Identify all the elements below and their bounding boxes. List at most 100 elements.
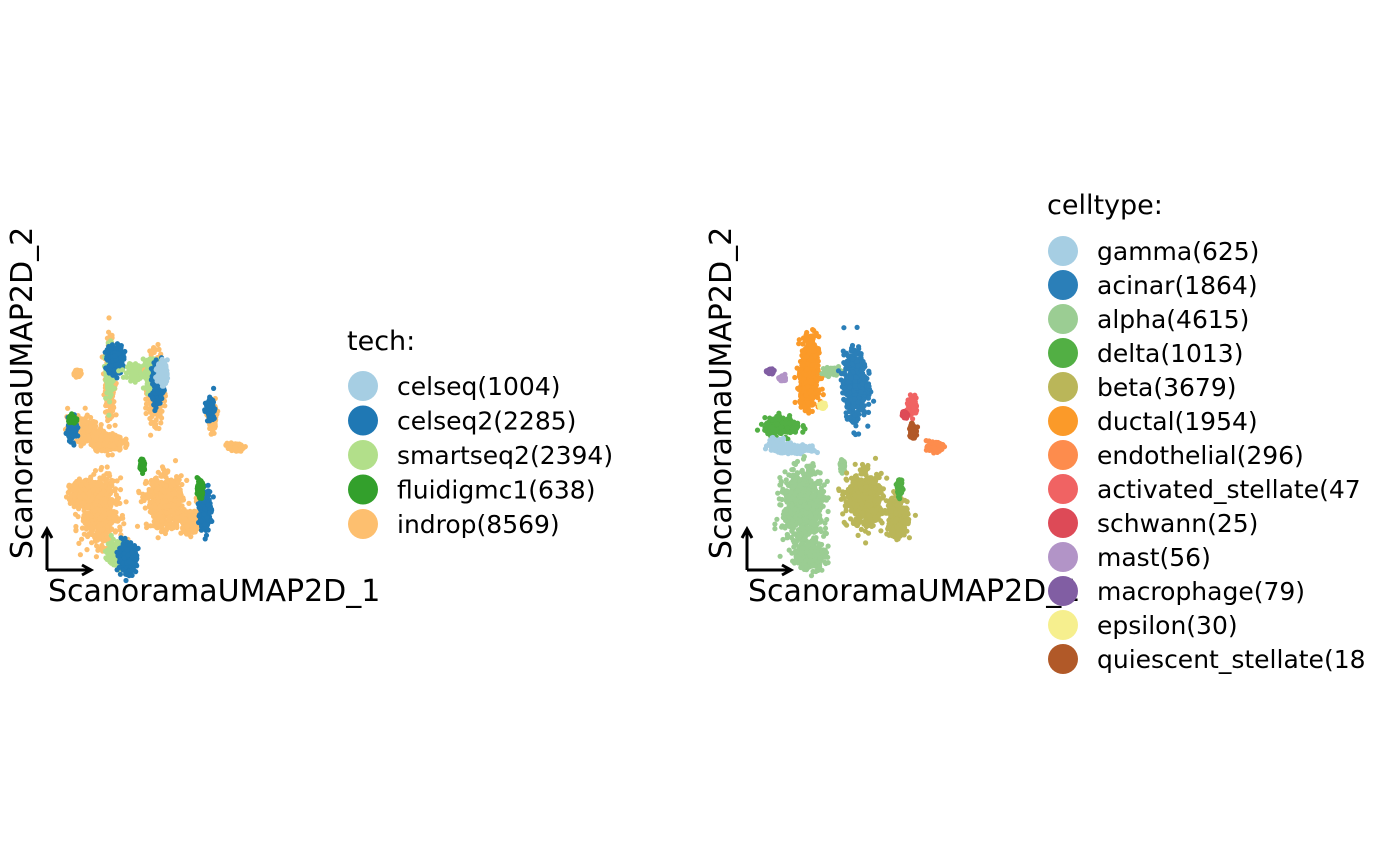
tech-point — [98, 522, 104, 528]
tech-point — [108, 392, 114, 398]
tech-point — [90, 487, 96, 493]
tech-point — [123, 577, 129, 584]
tech-point — [80, 492, 86, 498]
tech-point — [126, 573, 132, 579]
tech-point — [99, 464, 105, 471]
tech-point — [142, 505, 148, 511]
tech-point — [158, 420, 164, 426]
tech-xlabel: ScanoramaUMAP2D_1 — [48, 574, 380, 609]
tech-point — [76, 439, 82, 445]
tech-point — [79, 525, 85, 531]
tech-point — [177, 489, 183, 495]
tech-point — [126, 558, 132, 565]
tech-point — [112, 488, 118, 494]
tech-point — [118, 355, 124, 361]
tech-point — [105, 348, 111, 355]
tech-point — [108, 332, 114, 338]
tech-point — [122, 348, 128, 355]
tech-point — [78, 482, 84, 488]
tech-point — [148, 432, 154, 438]
tech-point — [114, 567, 120, 573]
tech-point — [103, 395, 109, 401]
tech-point — [112, 353, 118, 359]
tech-point — [143, 396, 149, 402]
tech-point — [151, 402, 157, 408]
tech-point — [104, 556, 110, 563]
tech-point — [112, 422, 118, 428]
tech-point — [88, 530, 94, 536]
tech-point — [76, 506, 82, 512]
tech-point — [116, 549, 122, 555]
tech-point — [84, 547, 90, 553]
tech-point — [123, 440, 129, 446]
tech-point — [81, 500, 87, 506]
tech-point — [91, 479, 97, 486]
tech-point — [95, 547, 101, 553]
tech-point — [104, 464, 110, 470]
tech-point — [71, 416, 77, 422]
tech-point — [113, 412, 119, 418]
tech-point — [152, 407, 158, 414]
tech-point — [184, 477, 190, 483]
tech-cluster — [137, 456, 148, 476]
tech-point — [119, 512, 125, 519]
tech-point — [96, 534, 102, 540]
tech-point — [96, 442, 102, 449]
tech-point — [117, 527, 123, 533]
tech-point — [108, 532, 114, 539]
tech-point — [110, 478, 116, 484]
tech-point — [114, 375, 120, 381]
tech-point — [97, 516, 103, 522]
tech-point — [102, 499, 108, 505]
tech-point — [107, 473, 113, 479]
tech-point — [109, 452, 115, 458]
tech-point — [140, 356, 146, 362]
tech-y-arrow-head — [40, 525, 54, 539]
tech-point — [80, 515, 86, 521]
tech-point — [85, 520, 91, 526]
tech-point — [111, 443, 117, 449]
tech-point — [85, 512, 91, 518]
tech-point — [86, 498, 92, 504]
tech-point — [105, 541, 111, 547]
tech-point — [103, 431, 109, 437]
tech-point — [124, 374, 130, 380]
tech-point — [133, 363, 139, 369]
tech-point — [110, 403, 116, 410]
tech-point — [105, 547, 111, 553]
tech-point — [131, 543, 138, 549]
tech-point — [74, 501, 80, 507]
tech-point — [102, 409, 109, 415]
tech-point — [91, 471, 97, 477]
tech-point — [113, 509, 119, 515]
tech-point — [143, 410, 149, 417]
tech-point — [106, 424, 112, 430]
tech-point — [134, 523, 141, 529]
tech-point — [107, 399, 113, 405]
tech-point — [95, 482, 101, 488]
tech-point — [83, 425, 89, 431]
tech-point — [105, 447, 111, 453]
tech-x-arrow-head — [81, 563, 95, 577]
tech-point — [65, 405, 71, 411]
tech-point — [106, 370, 112, 376]
tech-point — [162, 403, 168, 409]
tech-point — [143, 405, 149, 411]
tech-points — [62, 315, 248, 584]
tech-point — [109, 363, 115, 369]
tech-point — [65, 427, 71, 433]
tech-point — [118, 345, 124, 352]
tech-point — [139, 460, 145, 467]
tech-point — [116, 368, 122, 374]
tech-point — [89, 525, 95, 531]
tech-point — [103, 519, 109, 525]
tech-point — [85, 484, 91, 490]
tech-point — [123, 499, 129, 505]
tech-point — [121, 521, 127, 527]
tech-panel: ScanoramaUMAP2D_2 ScanoramaUMAP2D_1 tech… — [5, 227, 613, 609]
tech-point — [82, 405, 88, 411]
tech-point — [186, 500, 192, 506]
tech-point — [109, 342, 115, 348]
tech-point — [76, 540, 82, 547]
